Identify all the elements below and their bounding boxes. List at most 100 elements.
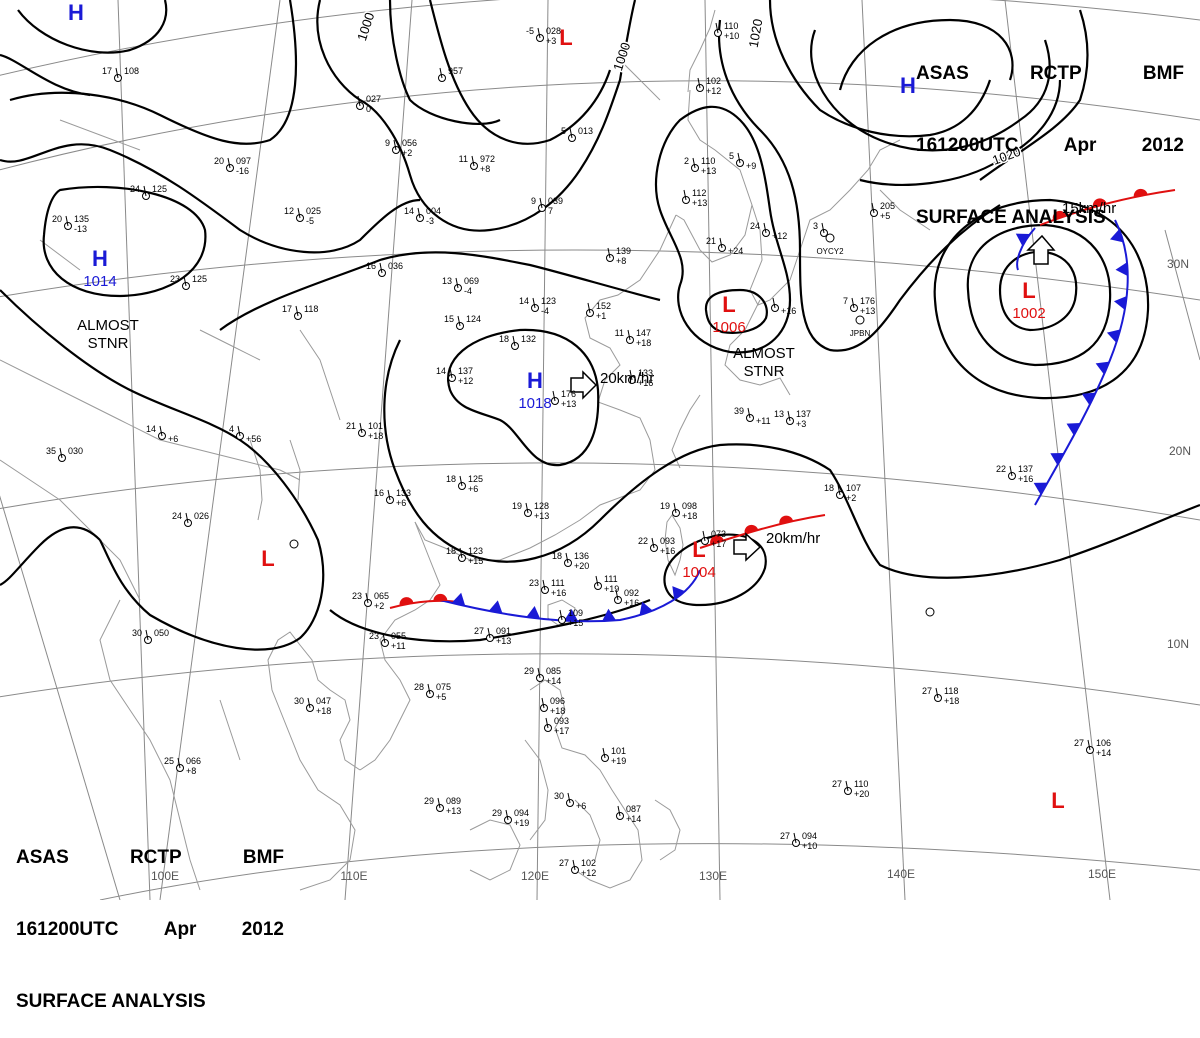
longitude-label: 100E: [151, 869, 179, 883]
valid-time: 161200UTC: [16, 919, 119, 940]
station-pressure: 972: [480, 154, 495, 164]
warm-front-semicircle: [710, 535, 724, 545]
wind-barb-icon: [417, 207, 421, 219]
station-temperature: 29: [524, 666, 534, 676]
station-temperature: 17: [102, 66, 112, 76]
central-pressure-value: 1018: [518, 395, 551, 412]
station-tendency: +18: [636, 338, 651, 348]
station-temperature: 16: [366, 261, 376, 271]
station-plot: 18 107+2: [824, 483, 861, 503]
station-pressure: 101: [368, 421, 383, 431]
station-plot: 27 110+20: [832, 779, 869, 799]
wind-barb-icon: [459, 475, 463, 487]
station-temperature: 30: [554, 791, 564, 801]
station-pressure: 089: [446, 796, 461, 806]
station-plot: 23 065+2: [352, 591, 389, 611]
cold-front-triangle: [1095, 361, 1110, 375]
wind-barb-icon: [615, 589, 619, 601]
wind-barb-icon: [702, 530, 706, 542]
wind-barb-icon: [793, 832, 797, 844]
station-tendency: +13: [561, 399, 576, 409]
station-plot: 30 050: [132, 628, 169, 644]
station-pressure: 028: [546, 26, 561, 36]
wind-barb-icon: [602, 747, 606, 759]
station-tendency: +16: [1018, 474, 1033, 484]
valid-time: 161200UTC: [916, 135, 1019, 156]
station-pressure: 111: [604, 574, 618, 584]
warm-front-semicircle: [779, 515, 794, 525]
wind-barb-icon: [871, 202, 875, 214]
station-pressure: 108: [124, 66, 139, 76]
station-plot: 101+19: [601, 746, 626, 766]
wind-barb-icon: [537, 667, 541, 679]
wind-barb-icon: [587, 302, 591, 314]
station-temperature: 3: [813, 221, 818, 231]
station-temperature: 18: [446, 474, 456, 484]
latitude-label: 20N: [1169, 444, 1191, 458]
wind-barb-icon: [572, 859, 576, 871]
station-tendency: +56: [246, 434, 261, 444]
station-temperature: 18: [552, 551, 562, 561]
wind-barb-icon: [719, 237, 723, 249]
station-plot: 9 056+2: [385, 138, 417, 158]
station-tendency: +6: [576, 801, 586, 811]
wind-barb-icon: [821, 222, 825, 234]
chart-header-top: ASAS RCTP BMF 161200UTC Apr 2012 SURFACE ANA…: [916, 14, 1184, 254]
stationary-label: ALMOST: [733, 345, 795, 362]
wind-barb-icon: [459, 547, 463, 559]
station-plot: 14 137+12: [436, 366, 473, 386]
station-tendency: +15: [468, 556, 483, 566]
station-id-label: JPBN: [850, 329, 871, 338]
warm-front-semicircle: [1052, 210, 1067, 221]
station-tendency: +13: [496, 636, 511, 646]
station-plot: 12 025-5: [284, 206, 321, 226]
station-plot: 23 125: [170, 274, 207, 290]
central-pressure-value: 1006: [712, 319, 745, 336]
station-pressure: 110: [701, 156, 715, 166]
central-pressure-value: 1002: [1012, 305, 1045, 322]
station-plot: 14 +6: [146, 424, 178, 444]
station-plot: 21 101+18: [346, 421, 383, 441]
station-temperature: 23: [369, 631, 379, 641]
longitude-label: 140E: [887, 867, 915, 881]
low-pressure-center: L: [1051, 788, 1064, 813]
wind-barb-icon: [683, 189, 687, 201]
low-pressure-center: L 1006: [712, 292, 745, 336]
ring-icon: [289, 539, 299, 549]
station-plot: 102+12: [696, 76, 721, 96]
valid-year: 2012: [1141, 135, 1184, 156]
station-temperature: 27: [1074, 738, 1084, 748]
station-plot: 23 111+16: [529, 578, 566, 598]
wind-barb-icon: [382, 632, 386, 644]
station-plot: 39 +11: [734, 406, 771, 426]
station-temperature: 35: [46, 446, 56, 456]
wind-barb-icon: [379, 262, 383, 274]
station-tendency: +16: [660, 546, 675, 556]
station-temperature: 13: [774, 409, 784, 419]
station-tendency: -16: [236, 166, 249, 176]
ring-icon: [925, 607, 935, 617]
station-tendency: +18: [944, 696, 959, 706]
station-tendency: +14: [1096, 748, 1111, 758]
warm-front-semicircle: [433, 593, 448, 601]
station-temperature: 27: [780, 831, 790, 841]
station-tendency: +6: [396, 498, 406, 508]
arrow-icon: [1026, 234, 1056, 265]
wind-barb-icon: [542, 579, 546, 591]
longitude-label: 120E: [521, 869, 549, 883]
wind-barb-icon: [237, 425, 241, 437]
low-marker: L: [1051, 788, 1064, 813]
station-tendency: +12: [772, 231, 787, 241]
high-pressure-center: H 1014: [83, 246, 116, 290]
station-pressure: 026: [194, 511, 209, 521]
station-plot: 20 097-16: [214, 156, 251, 176]
station-temperature: 29: [424, 796, 434, 806]
station-temperature: 30: [132, 628, 142, 638]
longitude-label: 110E: [340, 869, 367, 883]
station-temperature: 14: [146, 424, 156, 434]
station-pressure: 047: [316, 696, 331, 706]
low-marker: L: [261, 546, 274, 571]
wind-barb-icon: [715, 22, 719, 34]
station-tendency: +18: [550, 706, 565, 716]
station-temperature: -5: [526, 26, 534, 36]
